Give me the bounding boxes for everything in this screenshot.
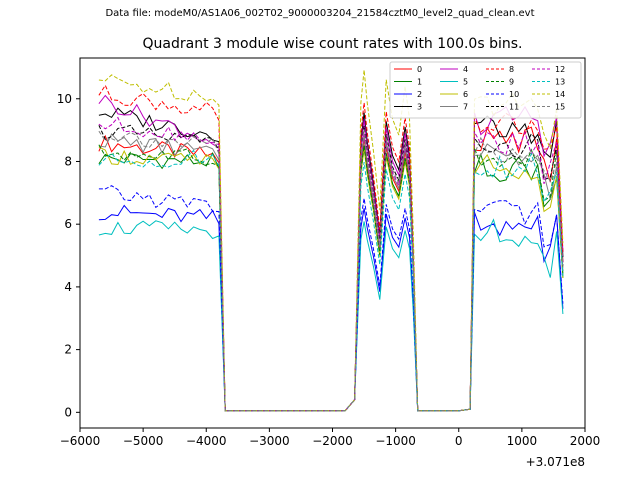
data-file-suptitle: Data file: modeM0/AS1A06_002T02_90000032… — [105, 8, 535, 19]
y-tick-label: 6 — [64, 217, 72, 231]
legend-label-3: 3 — [417, 103, 422, 112]
legend-label-6: 6 — [463, 90, 468, 99]
legend-label-14: 14 — [555, 90, 565, 99]
x-tick-label: 2000 — [570, 434, 601, 448]
series-line-2 — [98, 204, 564, 412]
x-tick-label: −6000 — [60, 434, 101, 448]
series-line-5 — [98, 218, 564, 412]
series-line-15 — [98, 129, 564, 412]
x-tick-label: −1000 — [375, 434, 416, 448]
series-line-10 — [98, 185, 564, 412]
legend-label-9: 9 — [509, 78, 514, 87]
legend-box — [389, 61, 582, 119]
x-tick-label: −3000 — [249, 434, 290, 448]
x-tick-label: −2000 — [312, 434, 353, 448]
legend-label-11: 11 — [509, 103, 519, 112]
x-offset-label: +3.071e8 — [526, 455, 585, 469]
y-axis-ticks: 0 2 4 6 8 10 — [57, 92, 80, 419]
legend-label-5: 5 — [463, 78, 468, 87]
x-tick-label: 1000 — [507, 434, 538, 448]
y-tick-label: 0 — [64, 405, 72, 419]
y-tick-label: 10 — [57, 92, 72, 106]
legend-label-10: 10 — [509, 90, 519, 99]
legend-label-13: 13 — [555, 78, 565, 87]
legend-label-0: 0 — [417, 65, 422, 74]
legend-label-8: 8 — [509, 65, 514, 74]
legend-label-7: 7 — [463, 103, 468, 112]
series-line-9 — [98, 144, 564, 412]
x-tick-label: −5000 — [123, 434, 164, 448]
series-line-13 — [98, 149, 564, 412]
legend-label-12: 12 — [555, 65, 565, 74]
y-tick-label: 8 — [64, 154, 72, 168]
x-tick-label: −4000 — [186, 434, 227, 448]
x-tick-label: 0 — [455, 434, 463, 448]
chart-title: Quadrant 3 module wise count rates with … — [142, 36, 523, 52]
x-axis-ticks: −6000 −5000 −4000 −3000 −2000 −1000 0 1000 2000 — [60, 428, 601, 448]
y-tick-label: 2 — [64, 343, 72, 357]
legend-label-2: 2 — [417, 90, 422, 99]
legend-label-1: 1 — [417, 78, 422, 87]
y-tick-label: 4 — [64, 280, 72, 294]
axes-background — [80, 58, 585, 428]
legend-label-15: 15 — [555, 103, 565, 112]
legend-label-4: 4 — [463, 65, 468, 74]
series-line-6 — [98, 146, 564, 412]
